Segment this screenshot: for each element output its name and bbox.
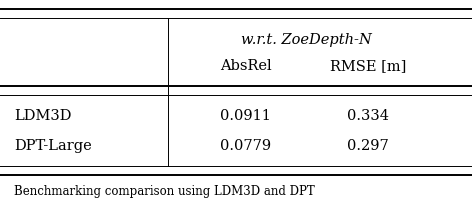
Text: Benchmarking comparison using LDM3D and DPT: Benchmarking comparison using LDM3D and … xyxy=(14,185,315,198)
Text: w.r.t. ZoeDepth-N: w.r.t. ZoeDepth-N xyxy=(241,33,372,47)
Text: RMSE [m]: RMSE [m] xyxy=(330,59,406,73)
Text: DPT-Large: DPT-Large xyxy=(14,139,92,152)
Text: 0.0779: 0.0779 xyxy=(220,139,271,152)
Text: 0.0911: 0.0911 xyxy=(220,109,271,123)
Text: AbsRel: AbsRel xyxy=(219,59,271,73)
Text: 0.334: 0.334 xyxy=(347,109,389,123)
Text: LDM3D: LDM3D xyxy=(14,109,72,123)
Text: 0.297: 0.297 xyxy=(347,139,389,152)
